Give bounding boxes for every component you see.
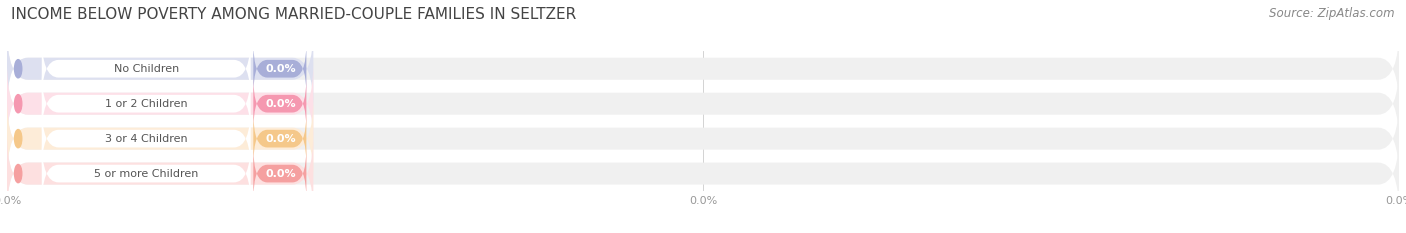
FancyBboxPatch shape — [7, 132, 314, 215]
Text: 3 or 4 Children: 3 or 4 Children — [105, 134, 187, 144]
Text: 1 or 2 Children: 1 or 2 Children — [105, 99, 187, 109]
FancyBboxPatch shape — [7, 97, 314, 180]
Text: 0.0%: 0.0% — [266, 99, 297, 109]
Circle shape — [14, 164, 21, 183]
FancyBboxPatch shape — [7, 27, 314, 110]
FancyBboxPatch shape — [7, 62, 1399, 145]
Text: No Children: No Children — [114, 64, 179, 74]
Text: 0.0%: 0.0% — [266, 169, 297, 178]
FancyBboxPatch shape — [7, 27, 1399, 110]
FancyBboxPatch shape — [7, 97, 1399, 180]
FancyBboxPatch shape — [42, 36, 250, 102]
FancyBboxPatch shape — [7, 62, 314, 145]
Text: INCOME BELOW POVERTY AMONG MARRIED-COUPLE FAMILIES IN SELTZER: INCOME BELOW POVERTY AMONG MARRIED-COUPL… — [11, 7, 576, 22]
FancyBboxPatch shape — [42, 71, 250, 137]
Circle shape — [14, 95, 21, 113]
FancyBboxPatch shape — [42, 140, 250, 207]
Circle shape — [14, 60, 21, 78]
FancyBboxPatch shape — [7, 132, 1399, 215]
Circle shape — [14, 130, 21, 148]
FancyBboxPatch shape — [253, 43, 307, 95]
FancyBboxPatch shape — [253, 147, 307, 200]
Text: 0.0%: 0.0% — [266, 134, 297, 144]
FancyBboxPatch shape — [42, 106, 250, 172]
FancyBboxPatch shape — [253, 78, 307, 130]
Text: Source: ZipAtlas.com: Source: ZipAtlas.com — [1270, 7, 1395, 20]
Text: 0.0%: 0.0% — [266, 64, 297, 74]
Text: 5 or more Children: 5 or more Children — [94, 169, 198, 178]
FancyBboxPatch shape — [253, 113, 307, 165]
